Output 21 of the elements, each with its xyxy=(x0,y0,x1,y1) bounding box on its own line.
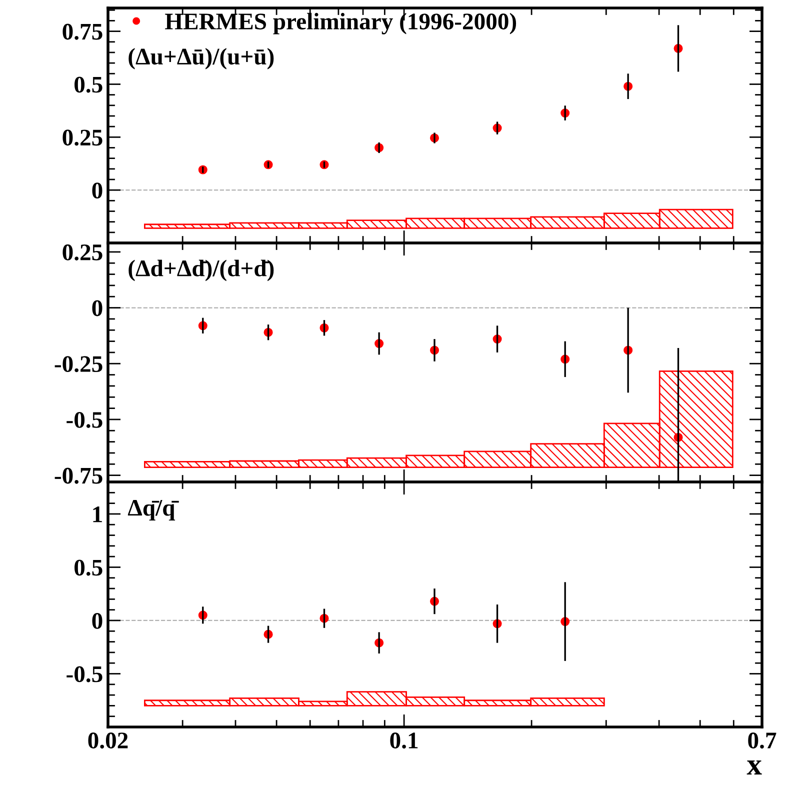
y-tick-label: 0.25 xyxy=(62,130,102,146)
x-tick-label: 0.02 xyxy=(88,732,128,749)
y-tick-label: -0.75 xyxy=(54,468,102,484)
y-tick-label: 0.75 xyxy=(62,24,102,40)
x-tick-label: 0.7 xyxy=(748,732,776,749)
y-tick-label: 0 xyxy=(92,182,102,198)
y-tick-label: -0.25 xyxy=(54,356,102,372)
y-tick-label: -0.5 xyxy=(66,412,102,428)
x-tick-label: 0.1 xyxy=(390,732,418,749)
annotation: (Δd+Δd̄)/(d+d̄) xyxy=(128,260,274,282)
y-tick-label: 0 xyxy=(92,300,102,316)
annotation: (Δu+Δū)/(u+ū) xyxy=(128,48,274,70)
x-axis-title: x xyxy=(746,760,762,774)
y-tick-label: 1 xyxy=(93,506,102,522)
y-tick-label: 0.5 xyxy=(74,560,102,576)
annotation: Δq̄/q̄ xyxy=(128,500,179,521)
y-tick-label: 0 xyxy=(92,612,102,629)
y-tick-label: -0.5 xyxy=(66,666,102,682)
legend-label: HERMES preliminary (1996-2000) xyxy=(165,12,516,34)
y-tick-label: 0.25 xyxy=(62,244,102,260)
y-tick-label: 0.5 xyxy=(74,76,102,93)
